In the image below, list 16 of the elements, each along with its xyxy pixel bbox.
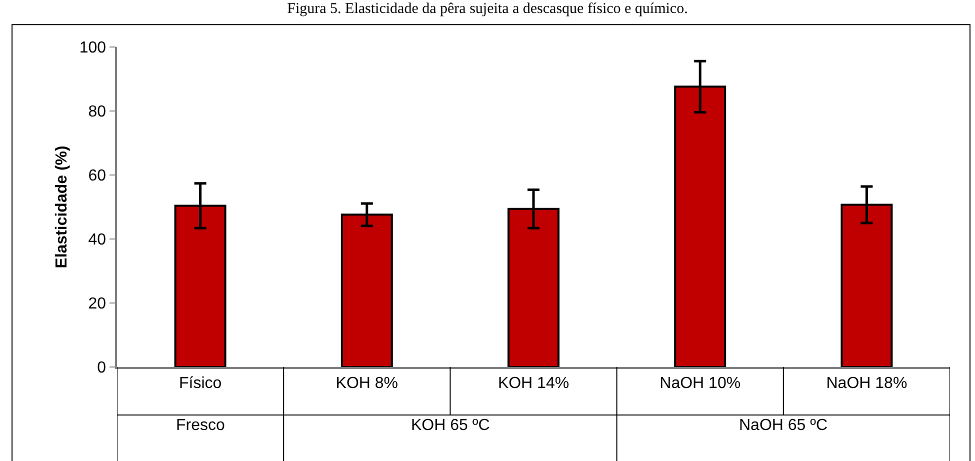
y-tick-label: 0 xyxy=(97,360,106,377)
x-tick-label: KOH 8% xyxy=(336,374,398,392)
y-tick-label: 20 xyxy=(88,296,106,313)
x-tick-label: NaOH 10% xyxy=(660,374,741,392)
chart-title: Figura 5. Elasticidade da pêra sujeita a descasque físico e químico. xyxy=(287,0,688,17)
x-tick-label: NaOH 18% xyxy=(826,374,908,392)
text: Fresco xyxy=(176,417,225,434)
y-tick-label: 100 xyxy=(79,40,106,57)
y-tick-label: 40 xyxy=(88,232,106,249)
y-tick-label: 60 xyxy=(88,168,106,185)
x-tick-label: Físico xyxy=(178,374,222,392)
y-axis-title: Elasticidade (%) xyxy=(54,146,71,268)
x-tick-label: KOH 14% xyxy=(498,374,570,392)
text: KOH 65 ºC xyxy=(411,417,490,434)
y-tick-label: 80 xyxy=(88,104,106,121)
text: NaOH 65 ºC xyxy=(739,417,828,434)
